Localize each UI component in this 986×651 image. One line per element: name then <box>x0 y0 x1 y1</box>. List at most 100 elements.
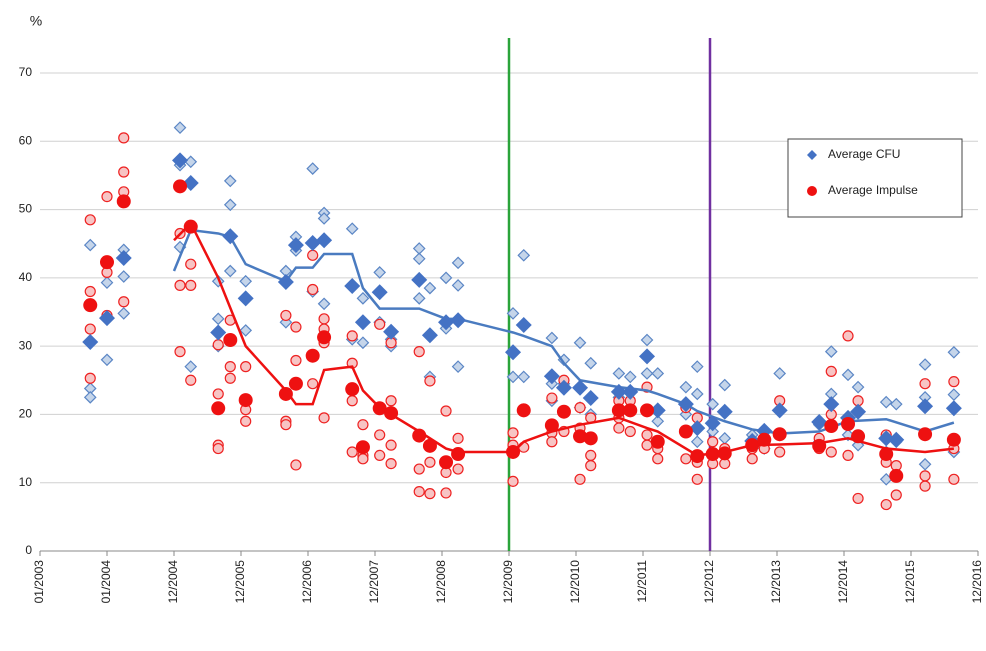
sample-point <box>452 463 464 475</box>
average-point <box>411 271 428 288</box>
average-point <box>278 386 293 401</box>
average-point <box>573 429 588 444</box>
legend-label: Average Impulse <box>828 183 918 197</box>
average-point <box>287 237 304 254</box>
average-point <box>917 398 934 415</box>
sample-point <box>517 248 531 262</box>
average-point <box>222 228 239 245</box>
average-point <box>771 402 788 419</box>
sample-point <box>842 330 854 342</box>
sample-point <box>707 436 719 448</box>
y-tick-label: 70 <box>19 65 33 79</box>
sample-point <box>641 439 653 451</box>
sample-point <box>385 439 397 451</box>
sample-point <box>706 397 720 411</box>
sample-point <box>623 370 637 384</box>
x-tick-label: 12/2006 <box>300 560 314 604</box>
sample-point <box>118 166 130 178</box>
sample-point <box>423 281 437 295</box>
average-point <box>383 323 400 340</box>
sample-point <box>517 370 531 384</box>
sample-point <box>346 395 358 407</box>
sample-point <box>879 395 893 409</box>
average-point <box>116 194 131 209</box>
average-point <box>757 432 772 447</box>
sample-point <box>174 279 186 291</box>
average-point <box>355 440 370 455</box>
average-point <box>506 444 521 459</box>
average-point <box>451 447 466 462</box>
sample-point <box>317 212 331 225</box>
sample-point <box>851 380 865 394</box>
average-point <box>288 376 303 391</box>
sample-point <box>184 155 198 169</box>
sample-point <box>412 291 426 305</box>
sample-point <box>317 297 331 311</box>
sample-point <box>280 419 292 431</box>
x-tick-label: 12/2007 <box>367 560 381 604</box>
sample-point <box>212 339 224 351</box>
average-point <box>823 396 840 413</box>
sample-point <box>680 453 692 465</box>
sample-point <box>690 387 704 401</box>
sample-point <box>413 485 425 498</box>
sample-point <box>117 270 131 283</box>
average-point <box>421 327 438 344</box>
sample-point <box>280 309 292 322</box>
sample-point <box>640 333 654 347</box>
sample-point <box>357 453 369 465</box>
average-point <box>238 393 253 408</box>
sample-point <box>356 291 370 305</box>
sample-point <box>890 489 902 501</box>
average-point <box>812 438 827 453</box>
sample-point <box>424 375 436 387</box>
average-point <box>717 446 732 461</box>
sample-point <box>718 378 732 392</box>
sample-point <box>574 473 586 485</box>
average-point <box>716 403 733 420</box>
average-point <box>850 403 867 420</box>
x-tick-label: 12/2008 <box>434 560 448 604</box>
y-tick-label: 10 <box>19 475 33 489</box>
sample-point <box>546 392 558 404</box>
sample-point <box>439 271 453 285</box>
sample-point <box>545 331 559 345</box>
y-tick-label: 60 <box>19 133 33 147</box>
average-point <box>115 250 132 267</box>
average-point <box>516 403 531 418</box>
x-tick-label: 12/2009 <box>501 560 515 604</box>
average-point <box>384 406 399 421</box>
sample-point <box>506 370 520 384</box>
average-point <box>344 278 361 295</box>
sample-point <box>584 356 598 370</box>
sample-point <box>746 453 758 465</box>
sample-point <box>290 354 302 367</box>
sample-point <box>290 459 302 471</box>
sample-point <box>240 361 252 373</box>
sample-point <box>413 463 425 475</box>
average-point <box>505 344 522 361</box>
sample-point <box>624 425 636 438</box>
y-tick-label: 40 <box>19 270 33 284</box>
average-point <box>640 403 655 418</box>
average-point <box>277 273 294 290</box>
sample-point <box>212 388 224 400</box>
sample-point <box>440 405 452 417</box>
sample-point <box>506 307 520 320</box>
x-tick-label: 12/2011 <box>635 560 649 603</box>
legend-label: Average CFU <box>828 147 900 161</box>
sample-point <box>83 238 97 252</box>
average-point <box>422 438 437 453</box>
average-point <box>515 316 532 333</box>
y-tick-label: 20 <box>19 407 33 421</box>
sample-point <box>212 442 224 455</box>
sample-point <box>223 264 237 278</box>
y-tick-label: 0 <box>25 543 32 557</box>
average-point <box>879 447 894 462</box>
average-point <box>412 428 427 443</box>
x-tick-label: 12/2016 <box>970 560 984 604</box>
sample-point <box>118 296 130 308</box>
sample-point <box>346 330 358 342</box>
average-point <box>173 179 188 194</box>
